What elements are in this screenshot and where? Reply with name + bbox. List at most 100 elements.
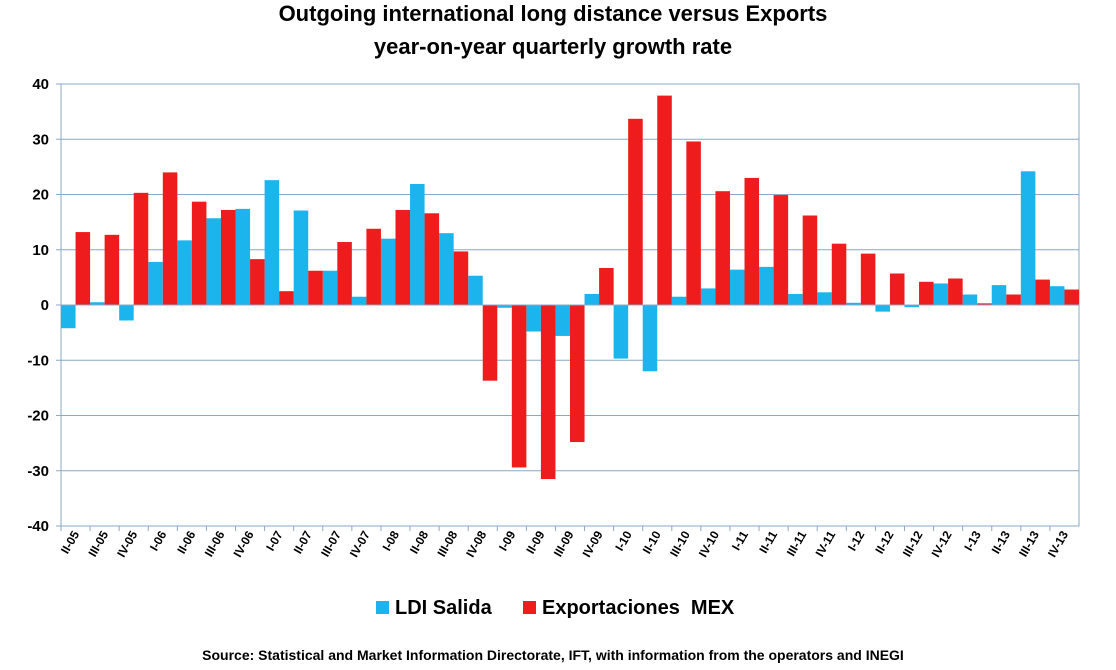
bar-ldi-IV-10 [700,288,716,305]
bar-ldi-I-11 [729,269,745,305]
y-tick-label: -20 [27,408,49,425]
y-tick-label: -40 [27,518,49,535]
bar-ldi-IV-06 [235,208,251,305]
bar-ldi-II-11 [759,266,774,305]
x-tick-label: I-07 [263,528,286,553]
x-tick-label: IV-13 [1045,528,1071,560]
bar-exports-III-10 [686,141,701,305]
bar-ldi-IV-05 [119,305,134,321]
bar-exports-I-09 [511,305,527,468]
x-tick-label: III-13 [1016,528,1042,559]
x-tick-label: IV-06 [231,528,257,560]
x-tick-label: III-11 [784,528,810,558]
bar-ldi-III-11 [788,293,803,305]
bar-exports-III-13 [1035,279,1050,305]
legend-swatch-ldi [376,601,389,614]
x-tick-label: III-10 [667,528,693,559]
x-tick-label: II-13 [989,528,1013,556]
bar-ldi-III-09 [555,305,570,336]
bar-ldi-II-12 [875,305,890,312]
bar-exports-IV-08 [482,305,498,381]
bar-exports-II-05 [75,232,91,305]
bar-exports-IV-07 [366,228,381,305]
bar-exports-II-09 [540,305,556,480]
bar-ldi-III-12 [904,305,920,308]
x-tick-label: III-06 [202,528,228,559]
bar-exports-III-08 [453,251,469,305]
y-tick-label: -30 [27,463,49,480]
bar-exports-IV-10 [715,191,730,305]
x-tick-label: IV-05 [114,528,140,560]
bar-ldi-I-07 [264,180,280,305]
bar-exports-II-08 [424,213,440,305]
y-tick-label: -10 [27,352,49,369]
bars [61,95,1079,480]
bar-exports-I-06 [162,172,178,305]
chart-title-line1: Outgoing international long distance ver… [279,1,828,26]
bar-exports-III-06 [220,209,236,305]
x-tick-label: I-12 [845,528,868,553]
legend-label-exports: Exportaciones MEX [542,597,735,619]
bar-ldi-I-10 [613,305,629,359]
x-tick-label: III-07 [318,528,344,559]
y-tick-label: 40 [32,76,49,93]
x-tick-label: IV-08 [463,528,489,560]
bar-exports-II-12 [889,273,905,305]
bar-exports-II-10 [657,95,672,305]
bar-exports-III-12 [919,281,934,305]
chart-title-line2: year-on-year quarterly growth rate [374,34,732,59]
bar-ldi-IV-08 [468,275,483,305]
x-tick-label: II-07 [291,528,315,556]
bar-ldi-III-13 [1020,171,1036,305]
x-tick-label: II-10 [640,528,664,556]
bar-ldi-I-12 [846,302,861,305]
x-tick-label: III-08 [434,528,460,559]
x-tick-label: III-05 [85,528,111,559]
bar-ldi-II-09 [526,305,541,332]
bar-exports-II-06 [191,201,207,305]
bar-ldi-I-06 [148,261,163,305]
bar-ldi-II-13 [991,285,1007,305]
bar-ldi-I-09 [497,305,512,308]
bar-ldi-II-07 [293,210,309,305]
bar-exports-III-09 [570,305,585,443]
y-tick-label: 20 [32,187,49,204]
bar-exports-II-11 [773,195,789,305]
x-tick-label: I-06 [147,528,170,553]
bar-ldi-I-13 [962,294,978,305]
bar-ldi-III-10 [671,296,687,305]
bar-exports-IV-06 [250,259,265,305]
bar-ldi-I-08 [380,238,396,305]
legend-label-ldi: LDI Salida [395,597,493,619]
bar-ldi-III-08 [439,233,454,305]
x-tick-label: III-12 [900,528,926,559]
y-tick-label: 30 [32,131,49,148]
bar-exports-IV-12 [948,278,963,305]
x-tick-label: IV-10 [696,528,722,560]
bar-exports-I-10 [628,118,643,306]
legend: LDI Salida Exportaciones MEX [376,597,735,619]
bar-exports-I-08 [395,209,411,305]
bar-exports-I-13 [977,303,992,305]
bar-exports-I-12 [860,253,876,305]
x-tick-label: II-09 [523,528,547,556]
bar-ldi-III-05 [90,302,105,305]
bar-ldi-IV-13 [1049,286,1065,305]
bar-ldi-II-08 [410,184,425,305]
x-tick-label: I-13 [961,528,984,553]
bar-exports-III-05 [104,234,120,305]
x-tick-label: II-06 [174,528,198,556]
bar-exports-I-07 [279,291,294,305]
bar-ldi-II-05 [61,305,76,329]
x-tick-label: II-08 [407,528,431,556]
x-tick-label: II-12 [872,528,896,556]
x-axis-ticks: II-05 III-05 IV-05 I-06 II-06 III-06 IV-06 I-07… [58,526,1071,560]
bar-ldi-IV-07 [351,296,367,305]
bar-exports-III-07 [337,242,352,305]
bar-ldi-III-06 [206,218,221,305]
x-tick-label: I-11 [729,528,751,553]
x-tick-label: IV-09 [580,528,606,560]
x-tick-label: III-09 [551,528,577,559]
x-tick-label: I-08 [380,528,403,553]
